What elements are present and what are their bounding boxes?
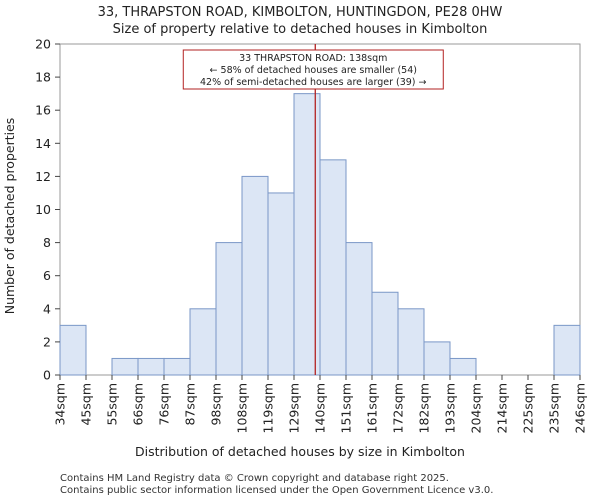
plot-area: 0 2 4 6 8 10 12 14 16 18 20 34sqm 45sqm 55sqm 66sqm 76s… [35, 37, 587, 434]
annotation-line: ← 58% of detached houses are smaller (54… [210, 65, 417, 76]
y-tick-label: 18 [35, 70, 51, 85]
x-tick-label: 151sqm [339, 383, 354, 433]
histogram-bar [345, 242, 373, 376]
chart-subtitle: Size of property relative to detached ho… [113, 22, 488, 37]
y-tick-label: 0 [43, 368, 51, 383]
x-tick-label: 119sqm [261, 383, 276, 433]
x-tick-label: 55sqm [105, 383, 120, 426]
x-axis-label: Distribution of detached houses by size … [135, 444, 465, 459]
histogram-bar [59, 324, 87, 376]
y-tick-label: 8 [43, 235, 51, 250]
y-tick-label: 12 [35, 169, 51, 184]
x-tick-label: 98sqm [209, 383, 224, 426]
x-tick-label: 225sqm [521, 383, 536, 433]
histogram-bar [319, 159, 347, 376]
y-tick-label: 10 [35, 202, 51, 217]
x-tick-label: 45sqm [79, 383, 94, 426]
histogram-bar [189, 308, 217, 376]
x-tick-label: 172sqm [391, 383, 406, 433]
x-tick-label: 76sqm [157, 383, 172, 426]
annotation-line: 33 THRAPSTON ROAD: 138sqm [239, 53, 387, 64]
y-tick-label: 14 [35, 136, 51, 151]
x-tick-label: 140sqm [313, 383, 328, 433]
histogram-bar [163, 357, 191, 376]
x-tick-label: 66sqm [131, 383, 146, 426]
y-tick-label: 6 [43, 268, 51, 283]
histogram-bar [215, 242, 243, 376]
annotation-box [182, 49, 444, 90]
y-tick-label: 20 [35, 37, 51, 52]
y-axis-label: Number of detached properties [2, 118, 17, 315]
x-tick-label: 161sqm [365, 383, 380, 433]
annotation-line: 42% of semi-detached houses are larger (… [200, 77, 427, 88]
x-tick-label: 204sqm [469, 383, 484, 433]
y-tick-label: 4 [43, 301, 51, 316]
histogram-bar [553, 324, 581, 376]
histogram-bar [241, 175, 269, 376]
histogram-bar [397, 308, 425, 376]
x-tick-label: 87sqm [183, 383, 198, 426]
chart-title: 33, THRAPSTON ROAD, KIMBOLTON, HUNTINGDO… [98, 5, 503, 20]
footer-line-2: Contains public sector information licen… [60, 485, 493, 496]
x-tick-label: 182sqm [417, 383, 432, 433]
x-tick-label: 214sqm [495, 383, 510, 433]
histogram-bar [293, 93, 321, 376]
x-tick-label: 129sqm [287, 383, 302, 433]
y-tick-label: 2 [43, 334, 51, 349]
histogram-bar [371, 291, 399, 376]
histogram-bar [137, 357, 165, 376]
x-tick-label: 108sqm [235, 383, 250, 433]
x-tick-label: 193sqm [443, 383, 458, 433]
footer-line-1: Contains HM Land Registry data © Crown c… [60, 473, 449, 484]
histogram-bar [111, 357, 139, 376]
y-tick-label: 16 [35, 103, 51, 118]
x-tick-label: 235sqm [547, 383, 562, 433]
x-tick-label: 34sqm [53, 383, 68, 426]
histogram-bar [267, 192, 295, 376]
x-tick-label: 246sqm [573, 383, 588, 433]
histogram-bar [449, 357, 477, 376]
histogram-bar [423, 341, 451, 376]
